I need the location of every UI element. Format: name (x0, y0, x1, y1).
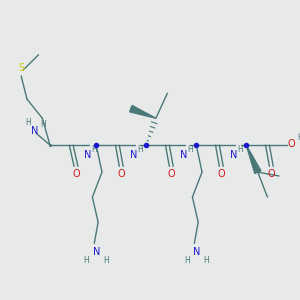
Text: H: H (188, 145, 194, 154)
Text: H: H (203, 256, 209, 265)
Text: N: N (130, 150, 137, 160)
Text: O: O (117, 169, 125, 179)
Text: H: H (103, 256, 109, 265)
Text: S: S (18, 63, 24, 73)
Text: H: H (84, 256, 89, 265)
Text: N: N (84, 150, 91, 160)
Text: N: N (193, 247, 200, 257)
Text: O: O (268, 169, 275, 179)
Polygon shape (130, 106, 156, 118)
Text: H: H (138, 145, 143, 154)
Text: H: H (25, 118, 31, 127)
Text: H: H (184, 256, 190, 265)
Text: H: H (40, 119, 46, 128)
Text: N: N (180, 150, 188, 160)
Text: N: N (31, 126, 38, 136)
Text: H: H (297, 133, 300, 142)
Text: H: H (238, 145, 243, 154)
Polygon shape (246, 145, 261, 173)
Text: O: O (288, 139, 295, 149)
Text: H: H (92, 145, 97, 154)
Text: N: N (230, 150, 238, 160)
Text: O: O (72, 169, 80, 179)
Text: N: N (92, 247, 100, 257)
Text: O: O (218, 169, 225, 179)
Text: O: O (167, 169, 175, 179)
